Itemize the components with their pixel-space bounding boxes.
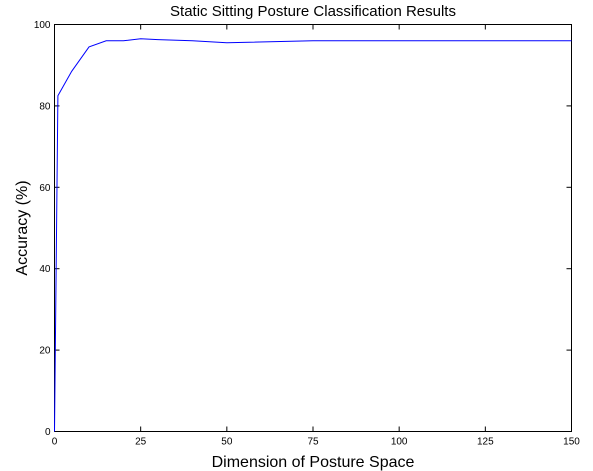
y-tick-label: 20	[39, 346, 51, 357]
x-tick-label: 100	[391, 437, 408, 448]
series-layer	[54, 38, 572, 432]
x-tick-label: 0	[52, 437, 58, 448]
y-axis-ticks: 0 20 40 60 80 100	[34, 20, 572, 438]
x-tick-label: 75	[307, 437, 319, 448]
y-tick-label: 0	[45, 427, 51, 438]
plot-area-frame	[54, 24, 572, 432]
x-tick-label: 125	[477, 437, 494, 448]
y-tick-label: 40	[39, 264, 51, 275]
x-axis-ticks: 0 25 50 75 100 125 150	[52, 24, 580, 448]
x-tick-label: 25	[135, 437, 147, 448]
y-tick-label: 60	[39, 183, 51, 194]
x-axis-label: Dimension of Posture Space	[212, 454, 415, 471]
x-tick-label: 150	[563, 437, 580, 448]
y-tick-label: 80	[39, 101, 51, 112]
series-line	[54, 38, 572, 432]
y-axis-label: Accuracy (%)	[14, 180, 31, 275]
y-tick-label: 100	[34, 20, 51, 31]
chart-title: Static Sitting Posture Classification Re…	[170, 3, 456, 20]
x-tick-label: 50	[221, 437, 233, 448]
